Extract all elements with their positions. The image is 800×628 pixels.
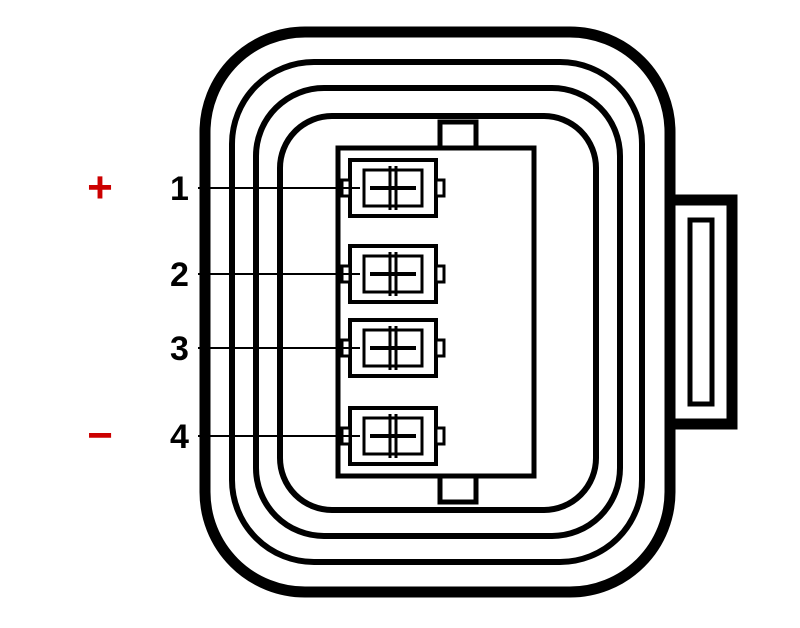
key-notch-top (440, 122, 476, 148)
pin-1: 1+ (87, 160, 444, 216)
pin-label: 3 (170, 330, 189, 368)
pin-label: 4 (170, 418, 189, 456)
plus-icon: + (87, 163, 113, 212)
latch (670, 200, 732, 424)
connector-body (205, 32, 670, 592)
minus-icon: − (87, 411, 113, 460)
pin-3: 3 (170, 320, 444, 376)
connector-pinout-diagram: 1+234− (0, 0, 800, 628)
pin-4: 4− (87, 408, 444, 464)
pin-label: 2 (170, 256, 189, 294)
key-notch-bottom (440, 476, 476, 502)
pin-2: 2 (170, 246, 444, 302)
pin-label: 1 (170, 170, 189, 208)
